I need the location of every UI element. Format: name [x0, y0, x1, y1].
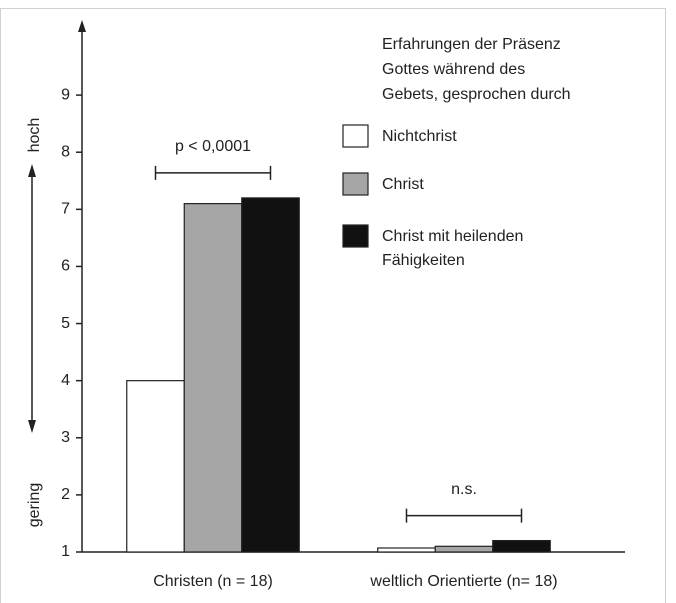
bar	[492, 539, 551, 553]
legend-swatch	[342, 172, 369, 196]
annotation: n.s.	[451, 481, 477, 498]
legend-label: Christ	[382, 176, 424, 193]
legend-swatch	[342, 224, 369, 248]
y-tick-label: 7	[61, 201, 70, 218]
y-label-low: gering	[26, 483, 43, 527]
range-arrow-head	[28, 164, 36, 177]
bar	[183, 203, 243, 553]
y-tick-label: 3	[61, 429, 70, 446]
y-tick-label: 8	[61, 143, 70, 160]
significance-bracket	[154, 165, 272, 180]
y-tick-label: 2	[61, 486, 70, 503]
legend-swatch	[342, 124, 369, 148]
legend-title: Gebets, gesprochen durch	[382, 86, 571, 103]
bar	[377, 547, 436, 553]
significance-bracket	[405, 508, 523, 523]
range-arrow-head	[28, 420, 36, 433]
legend-label: Nichtchrist	[382, 128, 457, 145]
frame	[0, 8, 666, 603]
bar	[434, 545, 494, 553]
y-tick-label: 4	[61, 372, 70, 389]
y-axis-arrow	[78, 20, 86, 32]
y-tick-label: 5	[61, 315, 70, 332]
y-tick-label: 1	[61, 543, 70, 560]
legend-label: Christ mit heilenden Fähigkeiten	[382, 228, 523, 269]
x-tick-label: Christen (n = 18)	[153, 573, 273, 590]
y-tick-label: 6	[61, 258, 70, 275]
x-tick-label: weltlich Orientierte (n= 18)	[369, 573, 557, 590]
bar	[241, 197, 300, 553]
legend-title: Gottes während des	[382, 61, 525, 78]
y-label-high: hoch	[26, 118, 43, 153]
annotation: p < 0,0001	[175, 138, 251, 155]
legend-title: Erfahrungen der Präsenz	[382, 36, 561, 53]
y-tick-label: 9	[61, 86, 70, 103]
bar	[126, 380, 185, 553]
